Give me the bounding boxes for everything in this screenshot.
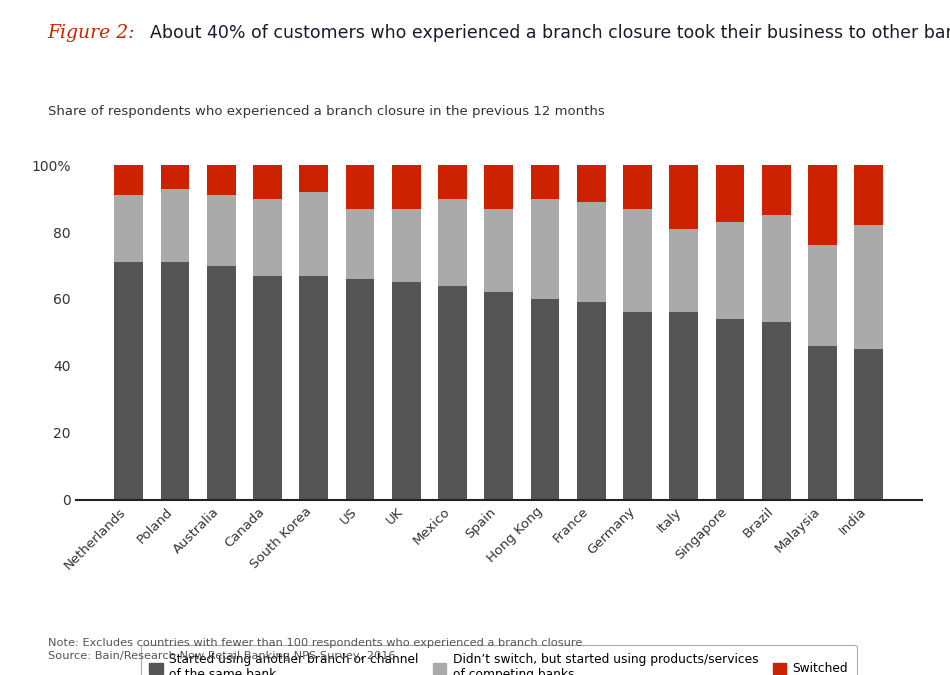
Bar [715, 222, 745, 319]
Legend: Started using another branch or channel
of the same bank, Didn’t switch, but sta: Started using another branch or channel … [141, 645, 857, 675]
Bar [577, 302, 605, 500]
Bar [392, 209, 421, 282]
Bar [670, 313, 698, 500]
Text: Figure 2:: Figure 2: [48, 24, 135, 42]
Bar [854, 225, 884, 349]
Bar [670, 165, 698, 229]
Bar [392, 282, 421, 500]
Bar [484, 292, 513, 500]
Bar [346, 209, 374, 279]
Bar [438, 198, 466, 286]
Bar [114, 262, 143, 500]
Bar [623, 209, 652, 313]
Bar [762, 165, 790, 215]
Bar [161, 262, 189, 500]
Bar [762, 215, 790, 323]
Text: Note: Excludes countries with fewer than 100 respondents who experienced a branc: Note: Excludes countries with fewer than… [48, 638, 581, 648]
Bar [808, 346, 837, 500]
Bar [531, 165, 560, 198]
Bar [623, 313, 652, 500]
Bar [253, 165, 282, 198]
Bar [253, 198, 282, 275]
Bar [531, 299, 560, 500]
Bar [299, 165, 328, 192]
Bar [438, 286, 466, 500]
Bar [114, 165, 143, 195]
Bar [623, 165, 652, 209]
Text: About 40% of customers who experienced a branch closure took their business to o: About 40% of customers who experienced a… [150, 24, 950, 42]
Bar [161, 165, 189, 188]
Bar [577, 202, 605, 302]
Bar [299, 192, 328, 275]
Bar [854, 349, 884, 500]
Bar [207, 195, 236, 265]
Bar [484, 209, 513, 292]
Bar [161, 188, 189, 262]
Bar [531, 198, 560, 299]
Bar [438, 165, 466, 198]
Bar [346, 165, 374, 209]
Bar [392, 165, 421, 209]
Bar [670, 229, 698, 313]
Bar [854, 165, 884, 225]
Bar [715, 165, 745, 222]
Bar [808, 246, 837, 346]
Bar [114, 195, 143, 262]
Bar [715, 319, 745, 500]
Bar [253, 275, 282, 500]
Bar [762, 323, 790, 500]
Bar [808, 165, 837, 246]
Bar [346, 279, 374, 500]
Bar [577, 165, 605, 202]
Bar [207, 265, 236, 500]
Bar [484, 165, 513, 209]
Bar [207, 165, 236, 195]
Bar [299, 275, 328, 500]
Text: Source: Bain/Research Now Retail Banking NPS Survey, 2016: Source: Bain/Research Now Retail Banking… [48, 651, 395, 662]
Text: Share of respondents who experienced a branch closure in the previous 12 months: Share of respondents who experienced a b… [48, 105, 604, 117]
